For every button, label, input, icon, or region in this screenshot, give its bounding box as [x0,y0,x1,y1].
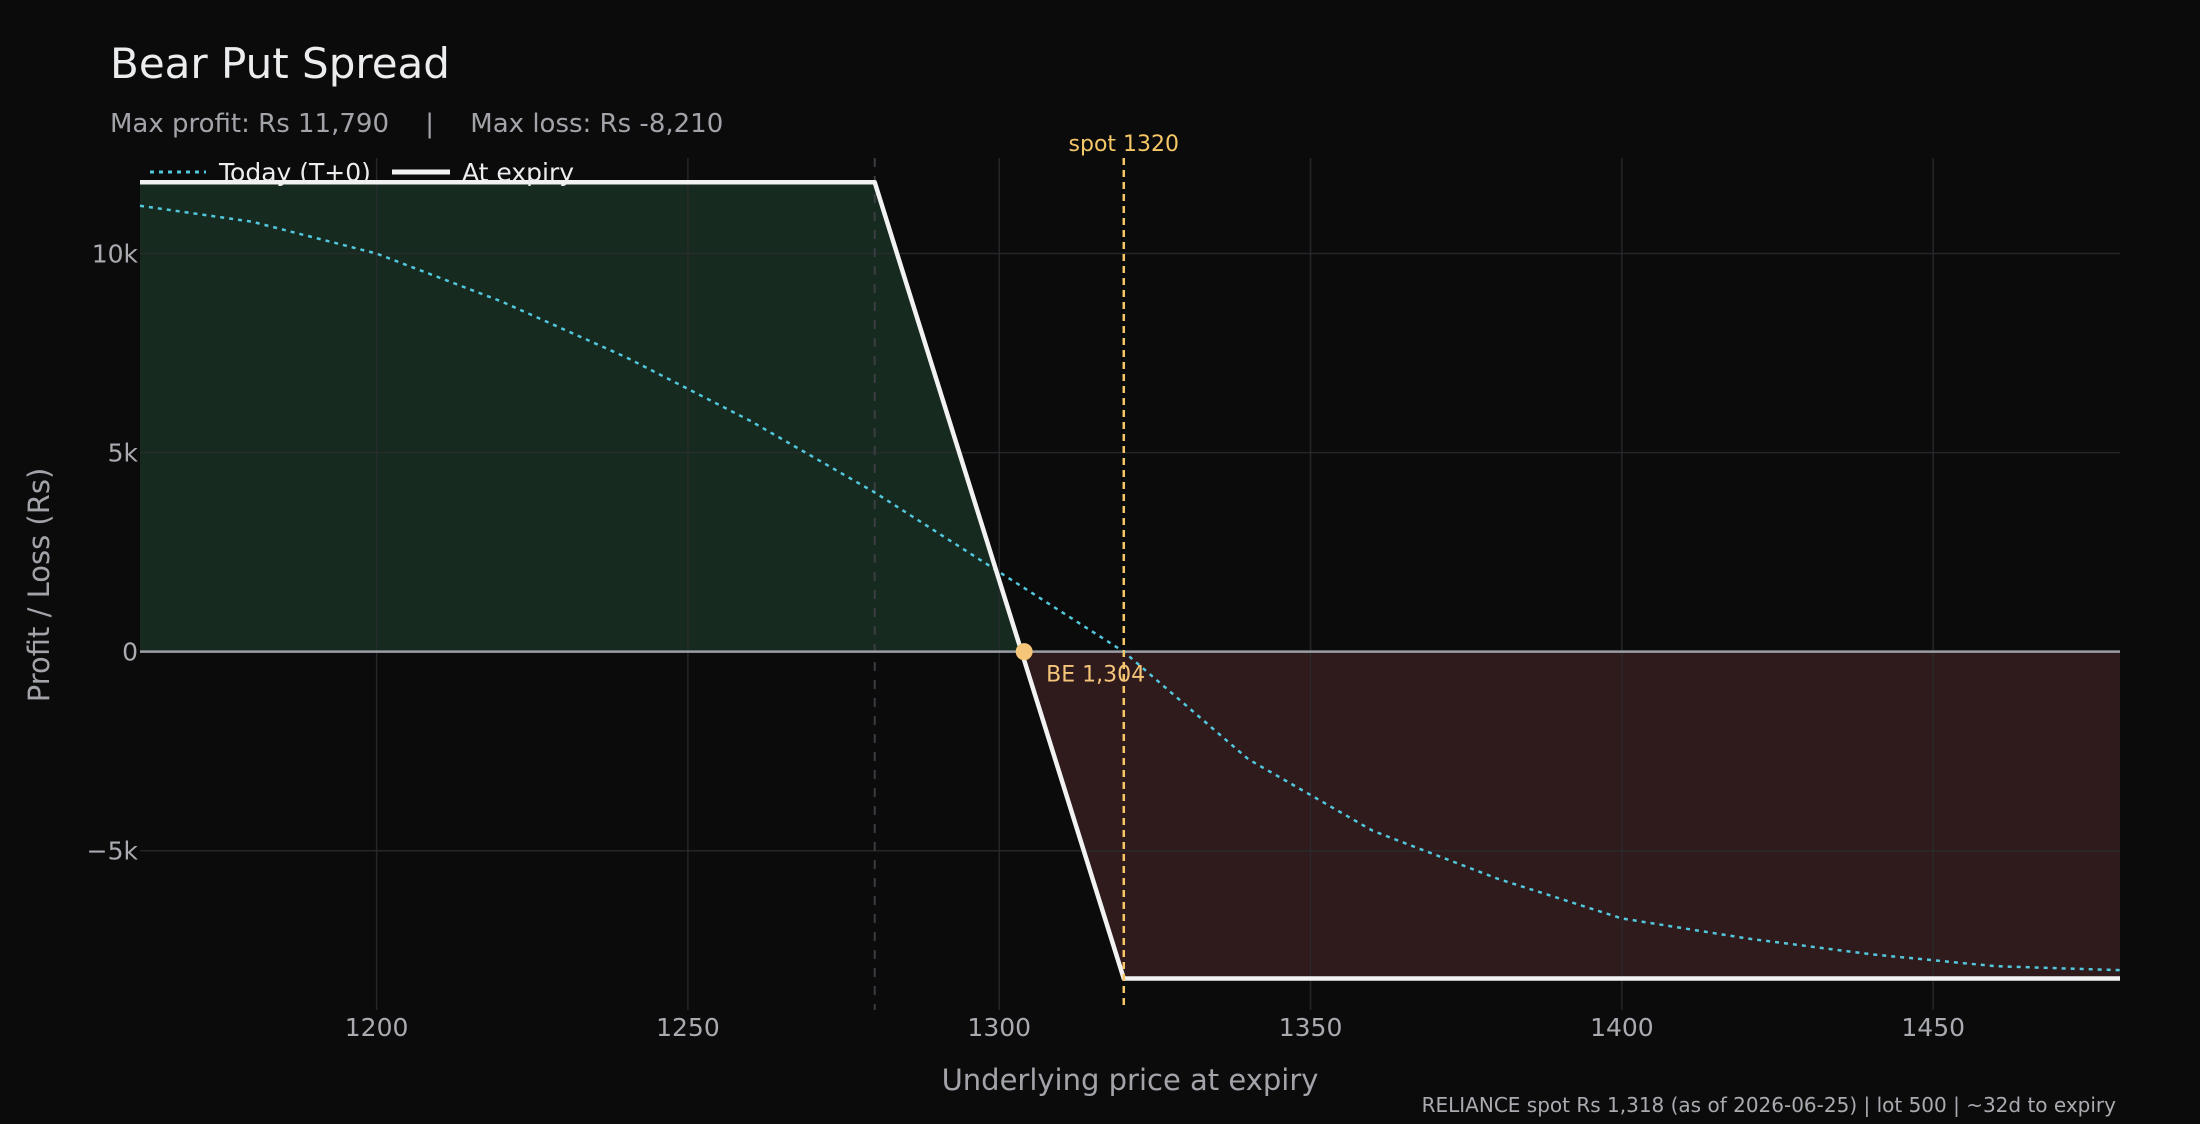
expiry-payoff-line [140,180,2120,981]
x-tick-label: 1250 [656,1013,720,1042]
spot-label: spot 1320 [1069,132,1180,157]
x-tick-label: 1450 [1901,1013,1965,1042]
y-tick-label: 10k [92,240,139,269]
x-tick-label: 1300 [967,1013,1031,1042]
spot-group: spot 1320 [1069,132,1180,1010]
x-tick-label: 1200 [345,1013,409,1042]
breakeven-label: BE 1,304 [1046,663,1145,688]
grid-lines [140,158,2120,1010]
profit-region-fill [140,182,1025,652]
y-tick-label: 5k [108,439,139,468]
chart-subtitle: Max profit: Rs 11,790 | Max loss: Rs -8,… [110,109,723,139]
x-tick-label: 1350 [1279,1013,1343,1042]
chart-title: Bear Put Spread [110,39,450,88]
breakeven-marker [1015,643,1033,661]
legend-expiry-label: At expiry [462,158,574,187]
x-tick-label: 1400 [1590,1013,1654,1042]
y-tick-label: 0 [122,638,138,667]
y-tick-label: −5k [87,837,139,866]
y-axis-label: Profit / Loss (Rs) [22,468,56,703]
x-tick-labels: 1200 1250 1300 1350 1400 1450 [345,1013,1965,1042]
max-profit-text: Max profit: Rs 11,790 [110,109,389,139]
x-axis-label: Underlying price at expiry [942,1063,1319,1097]
y-tick-labels: 10k 5k 0 −5k [87,240,139,866]
subtitle-separator: | [425,109,434,139]
loss-region-fill [1024,651,2120,979]
legend: Today (T+0) At expiry [150,158,574,187]
max-loss-text: Max loss: Rs -8,210 [470,109,723,139]
footer-note: RELIANCE spot Rs 1,318 (as of 2026-06-25… [1422,1093,2117,1117]
breakeven-group: BE 1,304 [1015,643,1145,688]
pnl-fill-regions [140,182,2120,979]
legend-today-label: Today (T+0) [218,158,371,187]
